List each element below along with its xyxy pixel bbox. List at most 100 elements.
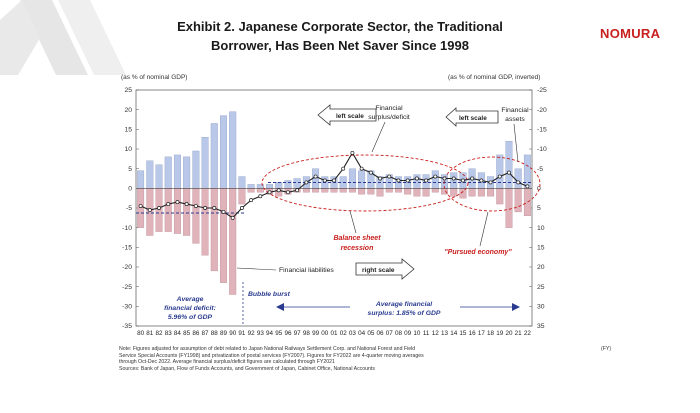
- x-tick-label: 21: [515, 330, 523, 337]
- x-tick-label: 82: [156, 330, 164, 337]
- right-tick-label: -5: [537, 166, 543, 173]
- annotation-balance-sheet-l1: Balance sheet: [333, 235, 381, 242]
- liability-bar: [468, 188, 476, 197]
- right-tick-label: 10: [537, 225, 545, 232]
- left-tick-label: -10: [122, 225, 132, 232]
- surplus-point: [525, 184, 530, 189]
- avg-surplus-bracket: [276, 300, 520, 316]
- surplus-point: [405, 178, 410, 183]
- left-scale-label-2: left scale: [459, 115, 487, 122]
- chart: (as % of nominal GDP) (as % of nominal G…: [121, 74, 547, 337]
- surplus-point: [258, 194, 263, 199]
- x-tick-label: 10: [413, 330, 421, 337]
- balance-sheet-ellipse: [261, 154, 469, 212]
- surplus-point: [341, 166, 346, 171]
- x-tick-label: 87: [202, 330, 210, 337]
- asset-bar: [146, 160, 154, 189]
- liability-bar: [496, 188, 504, 205]
- surplus-point: [295, 188, 300, 193]
- fy-label: (FY): [601, 346, 612, 352]
- liability-bar: [404, 188, 412, 195]
- annotation-avg-surplus-l1: Average financial: [375, 301, 432, 308]
- balance-sheet-leader: [349, 210, 357, 234]
- right-tick-label: 20: [537, 264, 545, 271]
- left-tick-label: -30: [122, 304, 132, 311]
- footnote-line-3: through Oct-Dec 2022. Average financial …: [119, 359, 335, 366]
- left-tick-label: -5: [126, 205, 132, 212]
- x-tick-label: 03: [349, 330, 357, 337]
- footnote: Note: Figures adjusted for assumption of…: [119, 346, 619, 372]
- surplus-point: [488, 180, 493, 185]
- surplus-point: [184, 202, 189, 207]
- surplus-point: [350, 150, 355, 155]
- x-tick-label: 80: [137, 330, 145, 337]
- annotation-avg-surplus-l2: surplus: 1.85% of GDP: [368, 310, 441, 317]
- surplus-deficit-leader: [371, 121, 386, 153]
- annotation-bubble-burst: Bubble burst: [248, 291, 291, 298]
- right-tick-label: 25: [537, 284, 545, 291]
- asset-bar: [358, 170, 366, 189]
- right-axis-label: (as % of nominal GDP, inverted): [448, 74, 540, 81]
- liability-bar: [155, 188, 163, 232]
- surplus-point: [424, 178, 429, 183]
- asset-bar: [155, 164, 163, 189]
- liability-bar: [173, 188, 181, 234]
- left-tick-label: 5: [128, 166, 132, 173]
- liability-bar: [477, 188, 485, 197]
- asset-bar: [348, 168, 356, 189]
- surplus-point: [387, 174, 392, 179]
- x-tick-label: 81: [146, 330, 154, 337]
- x-tick-label: 92: [248, 330, 256, 337]
- liability-bar: [146, 188, 154, 236]
- title-line-2: Borrower, Has Been Net Saver Since 1998: [211, 38, 469, 53]
- surplus-point: [313, 174, 318, 179]
- annotation-financial-assets-l2: assets: [505, 116, 525, 123]
- left-tick-label: 10: [124, 146, 132, 153]
- right-tick-label: 35: [537, 323, 545, 330]
- asset-bar: [183, 156, 191, 189]
- asset-bar: [266, 184, 274, 189]
- surplus-point: [414, 176, 419, 181]
- surplus-point: [470, 176, 475, 181]
- x-tick-label: 88: [211, 330, 219, 337]
- annotation-surplus-deficit-l1: Financial: [375, 105, 403, 112]
- x-tick-label: 09: [404, 330, 412, 337]
- left-tick-label: 0: [128, 186, 132, 193]
- x-tick-label: 94: [266, 330, 274, 337]
- x-tick-label: 20: [505, 330, 513, 337]
- left-tick-label: -20: [122, 264, 132, 271]
- annotation-pursued-economy: "Pursued economy": [444, 249, 512, 256]
- corner-chevron-logo: [0, 0, 126, 75]
- right-tick-label: -15: [537, 127, 547, 134]
- liability-bar: [302, 188, 310, 193]
- liability-bar: [220, 188, 227, 283]
- x-tick-label: 90: [229, 330, 237, 337]
- surplus-point: [239, 206, 244, 210]
- liability-bar: [164, 188, 172, 232]
- liability-bar: [256, 188, 264, 193]
- surplus-deficit-points: [138, 150, 530, 220]
- liability-bar: [183, 188, 191, 236]
- x-tick-label: 01: [330, 330, 338, 337]
- surplus-point: [193, 204, 198, 208]
- surplus-point: [442, 176, 447, 181]
- surplus-point: [479, 178, 484, 183]
- liability-bar: [192, 188, 200, 244]
- asset-bar: [514, 168, 522, 189]
- asset-bar: [201, 137, 209, 189]
- liability-bar: [394, 188, 402, 193]
- footnote-line-4: Sources: Bank of Japan, Flow of Funds Ac…: [119, 365, 375, 372]
- financial-liabilities-leader: [236, 267, 277, 271]
- footnote-line-2: Service Special Accounts (FY1998) and pr…: [119, 352, 424, 359]
- surplus-point: [332, 178, 336, 183]
- liability-bar: [385, 188, 393, 193]
- left-tick-label: 25: [124, 87, 132, 94]
- liability-bar: [330, 188, 338, 193]
- x-tick-label: 22: [524, 330, 532, 337]
- surplus-point: [304, 180, 309, 185]
- right-tick-label: -10: [537, 146, 547, 153]
- liability-bar: [339, 188, 347, 193]
- right-tick-label: -25: [537, 87, 547, 94]
- asset-bar: [210, 123, 218, 189]
- chart-title: Exhibit 2. Japanese Corporate Sector, th…: [150, 17, 530, 55]
